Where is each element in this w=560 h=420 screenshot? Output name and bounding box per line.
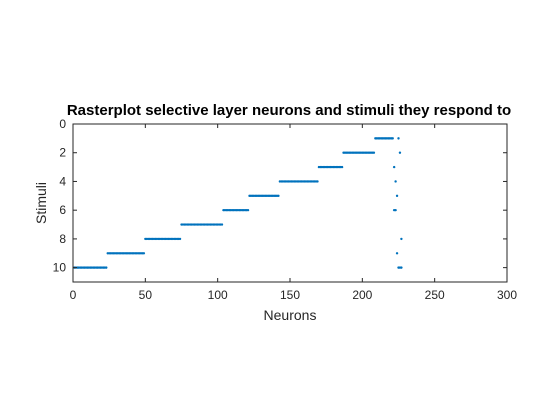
x-tick-label: 0 <box>70 288 77 302</box>
y-tick-label: 10 <box>53 261 67 275</box>
data-point <box>398 151 402 154</box>
data-point <box>142 252 146 255</box>
data-point <box>372 151 376 154</box>
y-tick-label: 4 <box>59 174 66 188</box>
y-tick-label: 8 <box>59 232 66 246</box>
data-point <box>395 252 399 255</box>
data-point <box>395 194 399 198</box>
data-point <box>277 194 280 198</box>
data-points <box>73 137 403 269</box>
x-axis-ticks: 0 50 100 150 200 250 300 <box>70 124 517 302</box>
data-point <box>400 266 403 269</box>
data-point <box>394 180 397 183</box>
x-tick-label: 50 <box>139 288 153 302</box>
data-point <box>105 266 108 269</box>
x-tick-label: 150 <box>280 288 300 302</box>
plot-area <box>73 124 507 282</box>
data-point <box>394 208 397 212</box>
y-tick-label: 0 <box>59 117 66 131</box>
data-point <box>397 137 400 140</box>
x-tick-label: 300 <box>497 288 517 302</box>
data-point <box>400 237 403 241</box>
data-point <box>178 237 182 241</box>
x-tick-label: 250 <box>425 288 445 302</box>
data-point <box>391 137 394 140</box>
data-point <box>340 165 344 169</box>
data-point <box>220 223 224 226</box>
x-axis-label: Neurons <box>264 307 317 323</box>
y-tick-label: 6 <box>59 203 66 217</box>
y-axis-ticks: 0 2 4 6 8 10 <box>53 117 507 275</box>
y-tick-label: 2 <box>59 146 66 160</box>
x-tick-label: 200 <box>352 288 372 302</box>
data-point <box>246 208 250 212</box>
chart-title: Rasterplot selective layer neurons and s… <box>67 102 511 119</box>
data-point <box>316 180 319 183</box>
y-axis-label: Stimuli <box>33 182 49 224</box>
data-point <box>392 165 396 169</box>
x-tick-label: 100 <box>208 288 228 302</box>
